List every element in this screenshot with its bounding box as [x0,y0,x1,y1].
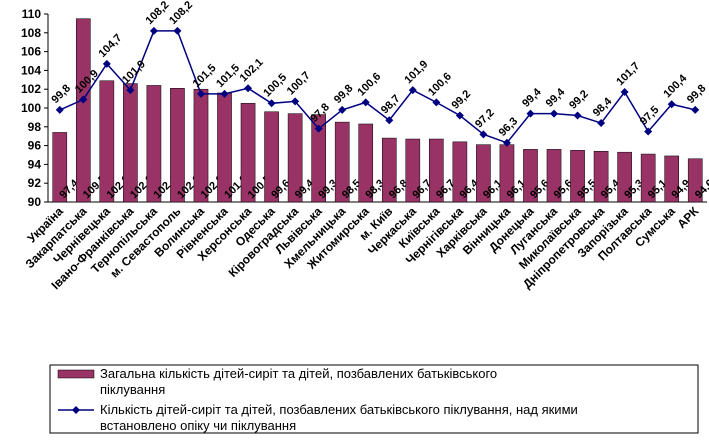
bar [381,137,397,203]
line-marker [267,99,276,108]
bar [123,83,138,203]
line-value-label: 108,2 [167,0,195,27]
x-tick-label: АРК [674,204,701,231]
line-marker [173,26,182,35]
line-marker [644,127,653,136]
line-value-label: 104,7 [96,32,124,60]
line-marker [314,124,323,133]
line-marker [126,86,135,95]
y-tick-label: 104 [21,63,41,77]
line-value-label: 99,4 [520,86,544,110]
bar [476,144,491,203]
legend-label: Кількість дітей-сиріт та дітей, позбавле… [100,402,578,433]
line-value-label: 100,6 [426,71,454,99]
line-value-label: 101,7 [614,60,642,88]
line-value-label: 100,6 [355,71,383,99]
line-marker [102,59,111,68]
line-marker [550,109,559,118]
bar [523,149,538,203]
bar [429,138,444,203]
line-value-label: 100,5 [261,71,289,99]
line-marker [338,105,347,114]
line-value-label: 99,2 [450,88,474,112]
bar [452,141,468,203]
line-value-label: 99,2 [567,88,591,112]
line-marker [149,26,158,35]
bar [405,138,421,203]
line-marker [432,98,441,107]
bar [52,132,68,203]
line-value-label: 96,3 [497,115,521,139]
legend-swatch [57,369,95,379]
line-marker [479,130,488,139]
bar [593,150,609,203]
line-value-label: 108,2 [144,0,172,27]
line-value-label: 102,1 [238,56,266,84]
y-tick-label: 94 [28,157,42,171]
line-marker [620,88,629,97]
line-value-label: 97,2 [473,107,497,131]
line-marker [526,109,535,118]
y-tick-label: 106 [21,45,41,59]
line-marker [691,105,700,114]
bar [546,149,562,203]
bar [264,111,279,203]
line-marker [667,100,676,109]
bar [193,88,209,203]
line-marker [79,95,88,104]
bar [640,153,656,203]
line-marker [455,111,464,120]
line-marker [361,98,370,107]
y-tick-label: 90 [28,195,42,209]
bar [687,158,703,203]
line-marker [196,89,205,98]
line-value-label: 101,9 [402,58,430,86]
line-marker [220,89,229,98]
y-tick-label: 100 [21,101,41,115]
line-marker [502,138,511,147]
bar [617,151,632,203]
y-tick-label: 102 [21,82,41,96]
line-value-label: 98,4 [591,95,615,119]
bar [664,155,680,203]
bar [240,103,256,203]
bar [358,123,374,203]
y-tick-label: 98 [28,120,42,134]
y-tick-label: 92 [28,176,42,190]
bar [146,85,162,203]
bar [99,80,115,203]
line-value-label: 99,4 [544,86,568,110]
legend-box [49,364,699,434]
bar [570,150,585,203]
y-tick-label: 96 [28,139,42,153]
legend-marker [72,406,80,414]
y-tick-label: 108 [21,26,41,40]
bar [170,88,185,203]
line-value-label: 100,7 [285,70,313,98]
bar [334,121,350,203]
line-marker [408,86,417,95]
line-value-label: 98,7 [379,93,403,117]
line-marker [385,116,394,125]
bar [75,18,91,203]
line-value-label: 99,8 [332,82,356,106]
line-marker [291,97,300,106]
line-value-label: 99,8 [685,82,709,106]
bar [287,113,303,203]
line-marker [55,105,64,114]
line-value-label: 97,5 [638,104,662,128]
line-marker [573,111,582,120]
line-marker [597,119,606,128]
bar [311,114,326,203]
line [59,30,696,144]
line-value-label: 99,8 [49,82,73,106]
legend-label: Загальна кількість дітей-сиріт та дітей,… [100,366,497,397]
line-value-label: 101,5 [191,62,219,90]
y-tick-label: 110 [22,7,42,21]
line-marker [244,84,253,93]
